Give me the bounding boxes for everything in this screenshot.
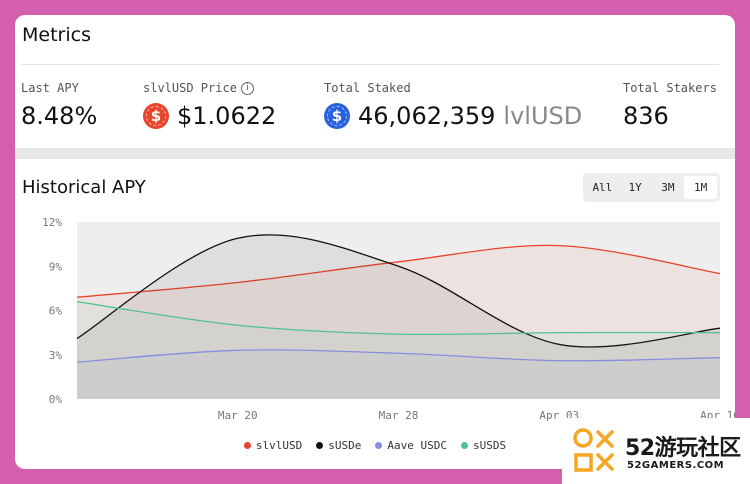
legend-label: slvlUSD — [255, 439, 303, 452]
y-tick-label: 3% — [49, 349, 63, 362]
aave-usdc-line — [76, 349, 721, 363]
susds-line — [76, 301, 721, 336]
watermark-text: 52游玩社区 — [625, 436, 741, 461]
legend-label: Aave USDC — [387, 439, 447, 452]
metric-price: slvlUSD Price i $ $1.0622 — [143, 81, 276, 130]
legend-label: sUSDe — [328, 439, 362, 452]
y-tick-label: 6% — [49, 305, 63, 318]
legend-dot-icon — [243, 442, 251, 449]
legend-dot-icon — [375, 442, 383, 449]
total-stakers-label: Total Stakers — [623, 81, 717, 95]
y-tick-label: 12% — [42, 216, 62, 229]
range-3m-button[interactable]: 3M — [661, 181, 675, 194]
slvlusd-coin-icon: $ — [143, 103, 169, 129]
susde-line — [76, 234, 721, 348]
legend-item-aave-usdc[interactable]: Aave USDC — [375, 439, 447, 452]
total-staked-label: Total Staked — [324, 81, 411, 95]
y-tick-label: 0% — [49, 393, 63, 406]
susde-area — [77, 234, 720, 399]
legend-dot-icon — [316, 442, 324, 449]
price-value: $1.0622 — [177, 102, 277, 130]
legend-item-susde[interactable]: sUSDe — [316, 439, 361, 452]
total-staked-value: 46,062,359 — [358, 102, 496, 130]
legend-item-susds[interactable]: sUSDS — [460, 439, 507, 452]
last-apy-label: Last APY — [21, 81, 79, 95]
watermark: 52游玩社区 52GAMERS.COM — [562, 418, 750, 484]
watermark-subtext: 52GAMERS.COM — [627, 460, 725, 471]
header-divider — [21, 64, 719, 65]
aave-usdc-area — [77, 349, 720, 399]
metric-total-stakers: Total Stakers 836 — [623, 81, 717, 130]
historical-apy-title: Historical APY — [22, 177, 146, 198]
range-1y-button[interactable]: 1Y — [628, 181, 642, 194]
legend-dot-icon — [460, 442, 468, 449]
susds-area — [77, 301, 720, 399]
last-apy-value: 8.48% — [21, 102, 98, 130]
range-1m-button[interactable]: 1M — [684, 176, 717, 199]
total-stakers-value: 836 — [623, 102, 669, 130]
lvlusd-coin-icon: $ — [324, 103, 350, 129]
info-icon[interactable]: i — [240, 81, 254, 95]
range-all-button[interactable]: All — [592, 181, 613, 194]
metrics-card: Metrics Last APY 8.48% slvlUSD Price i $… — [15, 15, 735, 469]
price-label: slvlUSD Price — [143, 81, 237, 95]
metric-last-apy: Last APY 8.48% — [21, 81, 97, 130]
legend-label: sUSDS — [472, 439, 507, 452]
chart-legend: slvlUSD sUSDe Aave USDC sUSDS — [15, 439, 735, 452]
metric-total-staked: Total Staked $ 46,062,359 lvlUSD — [324, 81, 582, 130]
x-tick-label: Mar 20 — [218, 409, 258, 422]
section-separator — [15, 148, 735, 159]
watermark-logo-icon — [573, 428, 614, 472]
legend-item-slvlusd[interactable]: slvlUSD — [243, 439, 303, 452]
metrics-title: Metrics — [22, 24, 91, 46]
total-staked-unit: lvlUSD — [503, 102, 583, 130]
y-tick-label: 9% — [49, 260, 63, 273]
slvlusd-line — [76, 244, 721, 298]
x-tick-label: Mar 28 — [379, 409, 419, 422]
range-selector: All 1Y 3M 1M — [583, 173, 720, 202]
